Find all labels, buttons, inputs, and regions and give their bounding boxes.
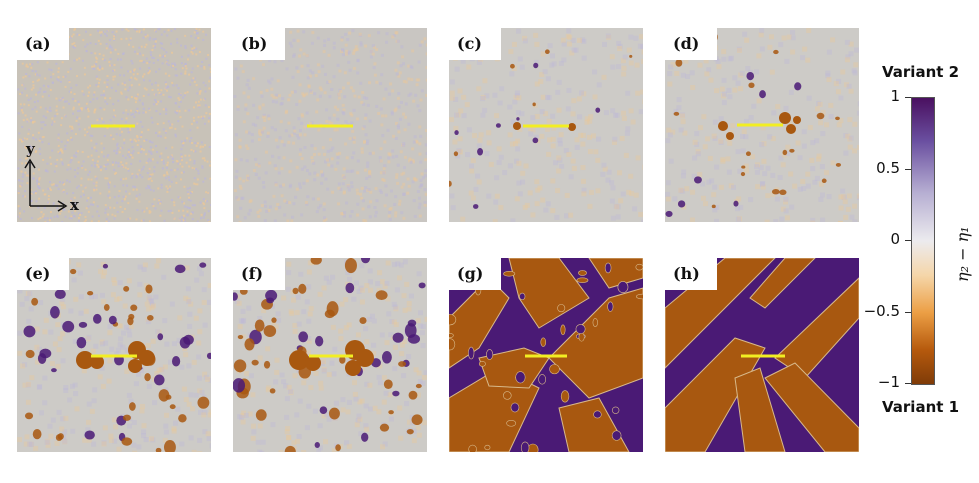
panel-label: (g) [449,258,501,290]
panel-h: (h) [665,258,859,452]
panel-c: (c) [449,28,643,222]
panel-f: (f) [233,258,427,452]
axis-y-label: y [26,140,35,158]
colorbar-tick-label: 0 [890,230,900,248]
colorbar-tick-label: −0.5 [863,302,900,320]
axes-indicator: y x [20,140,90,220]
panel-e: (e) [17,258,211,452]
colorbar-bottom-title: Variant 1 [882,398,960,416]
panel-label: (c) [449,28,501,60]
panel-label: (f) [233,258,285,290]
colorbar-top-title: Variant 2 [882,63,960,81]
panel-label: (b) [233,28,285,60]
colorbar [911,97,935,385]
panel-label: (d) [665,28,717,60]
axis-x-label: x [70,196,79,214]
colorbar-tick-label: 1 [890,87,900,105]
colorbar-label: η₂ − η₁ [953,226,972,282]
panel-label: (h) [665,258,717,290]
colorbar-tick [905,97,911,98]
panel-g: (g) [449,258,643,452]
panel-label: (a) [17,28,69,60]
panel-label: (e) [17,258,69,290]
panel-d: (d) [665,28,859,222]
colorbar-tick [905,169,911,170]
colorbar-tick [905,240,911,241]
panel-b: (b) [233,28,427,222]
colorbar-tick-label: −1 [877,373,900,391]
axes-arrows-icon [24,158,68,212]
panel-a: (a) [17,28,211,222]
colorbar-tick-label: 0.5 [876,159,900,177]
colorbar-tick [905,383,911,384]
colorbar-tick [905,312,911,313]
